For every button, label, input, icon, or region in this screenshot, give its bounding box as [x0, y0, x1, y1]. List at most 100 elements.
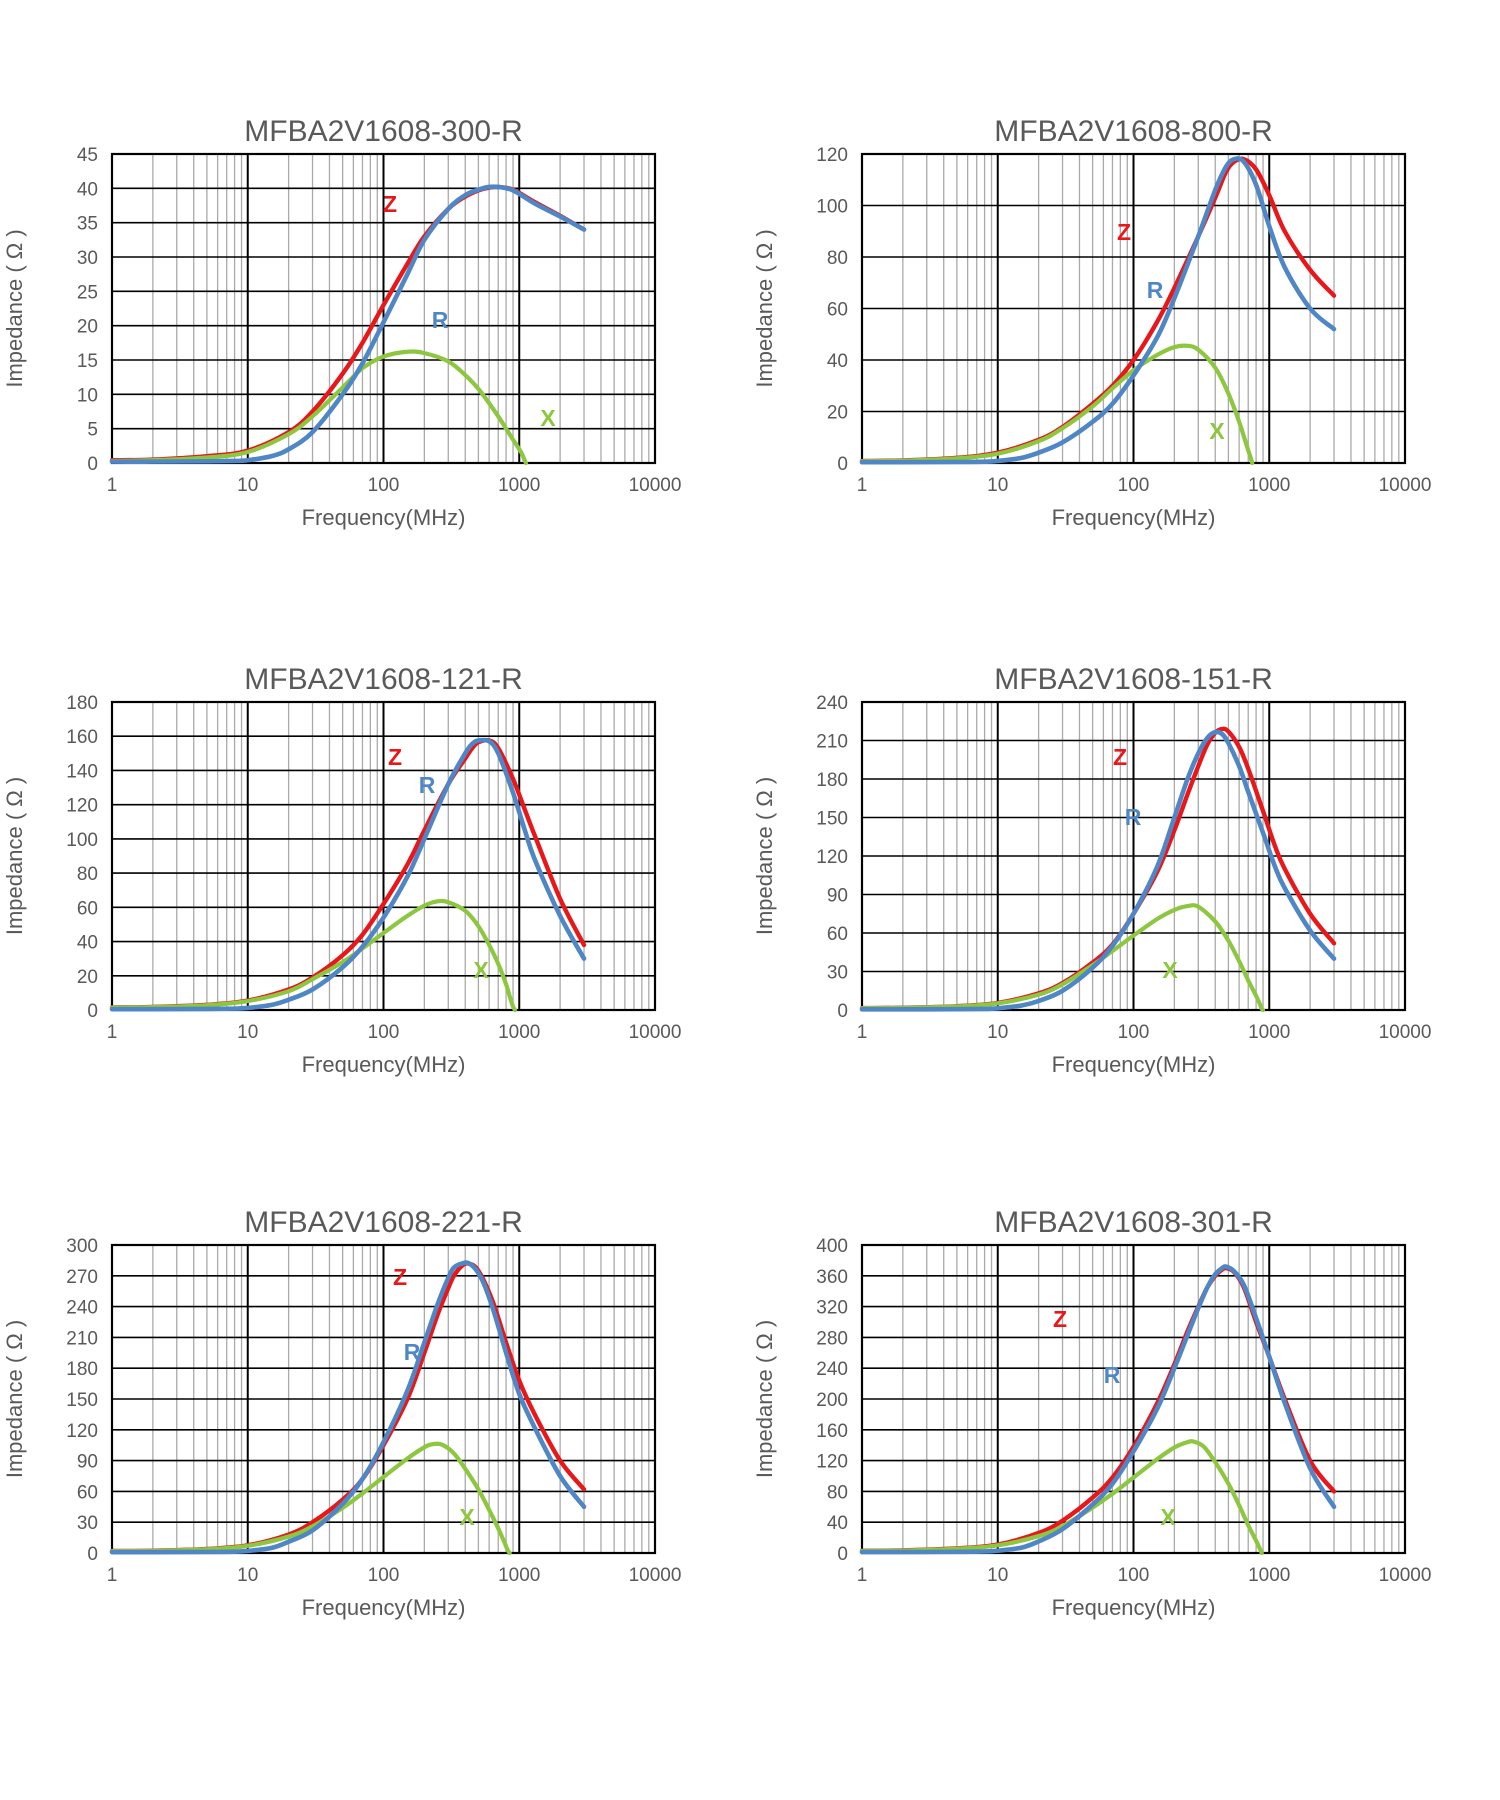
svg-text:30: 30	[827, 963, 848, 984]
svg-text:140: 140	[66, 761, 98, 782]
svg-text:400: 400	[816, 1236, 848, 1257]
svg-text:10: 10	[987, 1565, 1008, 1586]
svg-text:Impedance ( Ω ): Impedance ( Ω )	[2, 777, 27, 935]
svg-text:0: 0	[837, 1001, 848, 1022]
svg-text:MFBA2V1608-221-R: MFBA2V1608-221-R	[244, 1206, 522, 1239]
svg-text:40: 40	[77, 933, 98, 954]
svg-text:1: 1	[107, 1022, 118, 1043]
svg-text:10000: 10000	[629, 1565, 682, 1586]
svg-text:80: 80	[827, 1482, 848, 1503]
svg-text:Impedance ( Ω ): Impedance ( Ω )	[752, 1320, 777, 1478]
svg-text:35: 35	[77, 214, 98, 235]
svg-text:40: 40	[827, 351, 848, 372]
svg-text:160: 160	[816, 1421, 848, 1442]
svg-text:300: 300	[66, 1236, 98, 1257]
svg-text:0: 0	[87, 1544, 98, 1565]
svg-text:MFBA2V1608-151-R: MFBA2V1608-151-R	[994, 663, 1272, 696]
svg-text:1: 1	[857, 1022, 868, 1043]
svg-text:Z: Z	[1053, 1306, 1067, 1332]
svg-text:10: 10	[237, 1565, 258, 1586]
svg-text:80: 80	[77, 864, 98, 885]
svg-text:Z: Z	[383, 191, 397, 217]
svg-text:160: 160	[66, 727, 98, 748]
svg-text:200: 200	[816, 1390, 848, 1411]
svg-text:X: X	[473, 957, 489, 983]
svg-text:10000: 10000	[1379, 475, 1432, 496]
svg-text:R: R	[1125, 804, 1142, 830]
svg-text:10000: 10000	[1379, 1565, 1432, 1586]
svg-text:40: 40	[77, 179, 98, 200]
svg-text:240: 240	[816, 693, 848, 714]
svg-text:X: X	[540, 405, 556, 431]
svg-text:40: 40	[827, 1513, 848, 1534]
svg-text:10: 10	[77, 385, 98, 406]
svg-text:150: 150	[66, 1390, 98, 1411]
svg-text:Z: Z	[1113, 744, 1127, 770]
svg-text:1000: 1000	[1248, 1022, 1290, 1043]
svg-text:Frequency(MHz): Frequency(MHz)	[302, 1595, 466, 1620]
svg-text:240: 240	[816, 1359, 848, 1380]
svg-text:120: 120	[66, 796, 98, 817]
svg-text:180: 180	[816, 770, 848, 791]
svg-text:Frequency(MHz): Frequency(MHz)	[1052, 505, 1216, 530]
svg-text:MFBA2V1608-121-R: MFBA2V1608-121-R	[244, 663, 522, 696]
svg-text:120: 120	[816, 847, 848, 868]
svg-text:120: 120	[816, 1452, 848, 1473]
svg-text:R: R	[1147, 277, 1164, 303]
svg-text:100: 100	[66, 830, 98, 851]
svg-text:Frequency(MHz): Frequency(MHz)	[1052, 1595, 1216, 1620]
svg-text:210: 210	[66, 1328, 98, 1349]
svg-text:20: 20	[827, 403, 848, 424]
svg-text:MFBA2V1608-301-R: MFBA2V1608-301-R	[994, 1206, 1272, 1239]
svg-text:100: 100	[816, 197, 848, 218]
svg-text:180: 180	[66, 1359, 98, 1380]
svg-text:10: 10	[237, 1022, 258, 1043]
svg-text:90: 90	[827, 886, 848, 907]
svg-text:60: 60	[77, 1482, 98, 1503]
svg-text:Frequency(MHz): Frequency(MHz)	[302, 1052, 466, 1077]
svg-text:X: X	[1162, 957, 1178, 983]
svg-text:MFBA2V1608-800-R: MFBA2V1608-800-R	[994, 115, 1272, 148]
svg-text:10000: 10000	[629, 475, 682, 496]
svg-text:320: 320	[816, 1298, 848, 1319]
svg-text:R: R	[419, 772, 436, 798]
svg-text:Impedance ( Ω ): Impedance ( Ω )	[2, 229, 27, 387]
svg-text:R: R	[404, 1339, 421, 1365]
svg-text:Impedance ( Ω ): Impedance ( Ω )	[2, 1320, 27, 1478]
svg-text:R: R	[432, 307, 449, 333]
svg-text:30: 30	[77, 1513, 98, 1534]
svg-text:1: 1	[857, 1565, 868, 1586]
svg-text:120: 120	[816, 145, 848, 166]
svg-text:25: 25	[77, 282, 98, 303]
svg-text:150: 150	[816, 809, 848, 830]
svg-text:Impedance ( Ω ): Impedance ( Ω )	[752, 229, 777, 387]
svg-text:Z: Z	[388, 744, 402, 770]
svg-text:20: 20	[77, 317, 98, 338]
svg-text:0: 0	[87, 454, 98, 475]
svg-text:120: 120	[66, 1421, 98, 1442]
svg-text:X: X	[459, 1504, 475, 1530]
svg-text:X: X	[1160, 1504, 1176, 1530]
svg-text:0: 0	[837, 1544, 848, 1565]
svg-text:X: X	[1209, 418, 1225, 444]
svg-text:60: 60	[77, 898, 98, 919]
svg-text:30: 30	[77, 248, 98, 269]
svg-text:100: 100	[368, 1022, 400, 1043]
svg-text:Frequency(MHz): Frequency(MHz)	[1052, 1052, 1216, 1077]
svg-text:1: 1	[107, 475, 118, 496]
svg-text:1: 1	[857, 475, 868, 496]
svg-text:1: 1	[107, 1565, 118, 1586]
svg-text:270: 270	[66, 1267, 98, 1288]
svg-text:0: 0	[87, 1001, 98, 1022]
svg-text:Z: Z	[1117, 219, 1131, 245]
svg-text:10: 10	[987, 475, 1008, 496]
svg-text:5: 5	[87, 420, 98, 441]
svg-text:100: 100	[1118, 1565, 1150, 1586]
svg-text:210: 210	[816, 732, 848, 753]
svg-text:10: 10	[237, 475, 258, 496]
svg-text:0: 0	[837, 454, 848, 475]
svg-text:1000: 1000	[1248, 1565, 1290, 1586]
svg-text:Frequency(MHz): Frequency(MHz)	[302, 505, 466, 530]
svg-text:180: 180	[66, 693, 98, 714]
svg-text:15: 15	[77, 351, 98, 372]
